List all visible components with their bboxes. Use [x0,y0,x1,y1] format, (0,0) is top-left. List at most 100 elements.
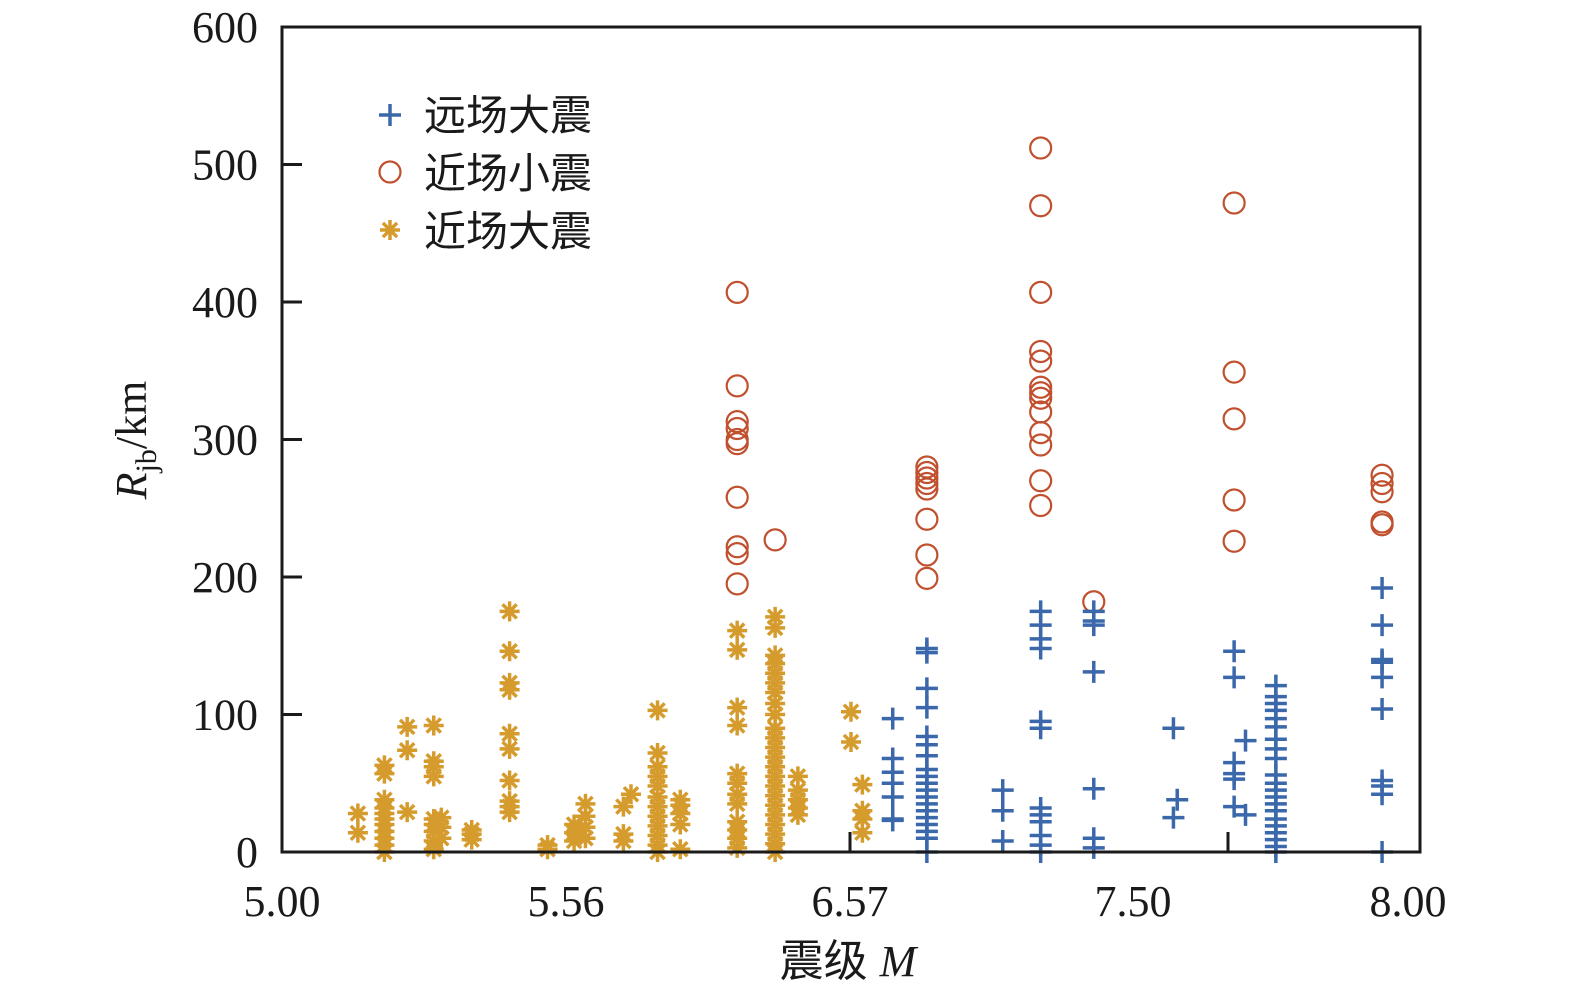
data-point-plus [1162,717,1185,740]
data-point-asterisk [852,774,873,795]
data-point-asterisk [431,828,452,849]
data-point-plus [991,799,1014,822]
y-tick-label: 400 [192,278,258,327]
plot-marks [347,136,1394,863]
data-point-asterisk [852,809,873,829]
data-point-plus [1082,836,1105,859]
data-point-circle [1029,375,1053,399]
data-point-circle [1029,339,1053,364]
data-point-circle [1029,280,1053,304]
data-point-asterisk [575,793,596,814]
series-asterisk [347,601,873,862]
data-point-asterisk [499,641,520,662]
data-point-asterisk [575,828,596,849]
data-point-circle [1029,386,1053,410]
data-point-plus [1371,614,1394,637]
data-point-asterisk [499,723,520,744]
data-point-circle [1029,433,1053,457]
x-axis-title-var: M [879,937,919,986]
data-point-asterisk [347,822,368,843]
data-point-plus [915,696,938,719]
data-point-asterisk [423,766,444,787]
data-point-asterisk [374,763,395,784]
data-point-asterisk [647,743,668,763]
data-point-circle [725,432,749,456]
y-tick-label: 200 [192,553,258,602]
data-point-asterisk [841,732,861,752]
data-point-asterisk [727,715,748,736]
x-axis-title-text: 震级 [780,937,868,986]
data-point-asterisk [727,793,748,814]
data-point-asterisk [613,831,634,851]
data-point-asterisk [670,839,691,860]
data-point-plus [881,809,904,832]
data-point-circle [1029,381,1053,405]
data-point-plus [1234,729,1257,752]
data-point-plus [1371,783,1394,806]
data-point-asterisk [727,639,748,660]
x-tick-label: 7.50 [1095,877,1172,926]
data-point-asterisk [347,803,368,824]
data-point-circle [915,471,939,496]
data-point-asterisk [647,700,668,721]
data-point-circle [763,528,787,552]
data-point-asterisk [423,715,444,736]
x-axis-title: 震级 M [780,937,919,986]
data-point-asterisk [397,740,418,761]
data-point-plus [1029,637,1052,660]
data-point-asterisk [499,601,520,622]
data-point-circle [915,507,939,531]
legend-item: 近场小震 [378,149,592,198]
data-point-circle [1370,513,1394,537]
y-axis-title-unit: /km [107,381,156,449]
data-point-circle [915,477,939,501]
data-point-asterisk [727,697,748,718]
data-point-circle [915,460,939,485]
data-point-circle [725,416,749,441]
data-point-asterisk [499,679,520,700]
data-point-plus [1234,803,1257,826]
data-point-circle [1222,360,1246,384]
y-tick-label: 0 [236,828,258,877]
data-point-circle [725,485,749,509]
data-point-asterisk [397,716,418,737]
data-point-circle [1370,471,1394,496]
data-point-asterisk [397,802,418,823]
data-point-circle [725,374,749,398]
legend-label: 远场大震 [424,91,592,140]
legend-circle-icon [378,160,402,184]
legend-marker [379,104,401,126]
y-axis: 0 100 200 300 400 500 600 [192,3,302,877]
data-point-plus [915,641,938,664]
data-point-asterisk [670,814,691,835]
legend-marker [380,220,400,240]
legend-marker [378,160,402,184]
legend-plus-icon [379,104,401,126]
data-point-plus [881,786,904,808]
data-point-plus [1223,666,1246,689]
data-point-circle [725,542,749,566]
data-point-circle [1029,421,1053,445]
data-point-asterisk [620,784,641,805]
y-tick-label: 500 [192,141,258,190]
data-point-circle [1029,194,1053,218]
x-axis: 5.00 5.56 6.57 7.50 8.00 [244,877,1447,926]
data-point-plus [991,779,1014,802]
data-point-plus [915,677,938,700]
legend-item: 远场大震 [379,91,592,140]
data-point-asterisk [537,839,558,860]
y-tick-label: 300 [192,416,258,465]
data-point-circle [915,543,939,567]
data-point-asterisk [727,620,748,641]
series-circle [725,136,1394,614]
data-point-plus [1371,698,1394,720]
data-point-asterisk [852,822,873,843]
data-point-asterisk [499,802,520,823]
data-point-circle [1370,480,1394,504]
data-point-circle [1222,191,1246,215]
y-axis-title-sub: jb [130,449,163,473]
data-point-asterisk [461,829,482,850]
data-point-plus [1371,666,1394,689]
data-point-circle [915,466,939,490]
